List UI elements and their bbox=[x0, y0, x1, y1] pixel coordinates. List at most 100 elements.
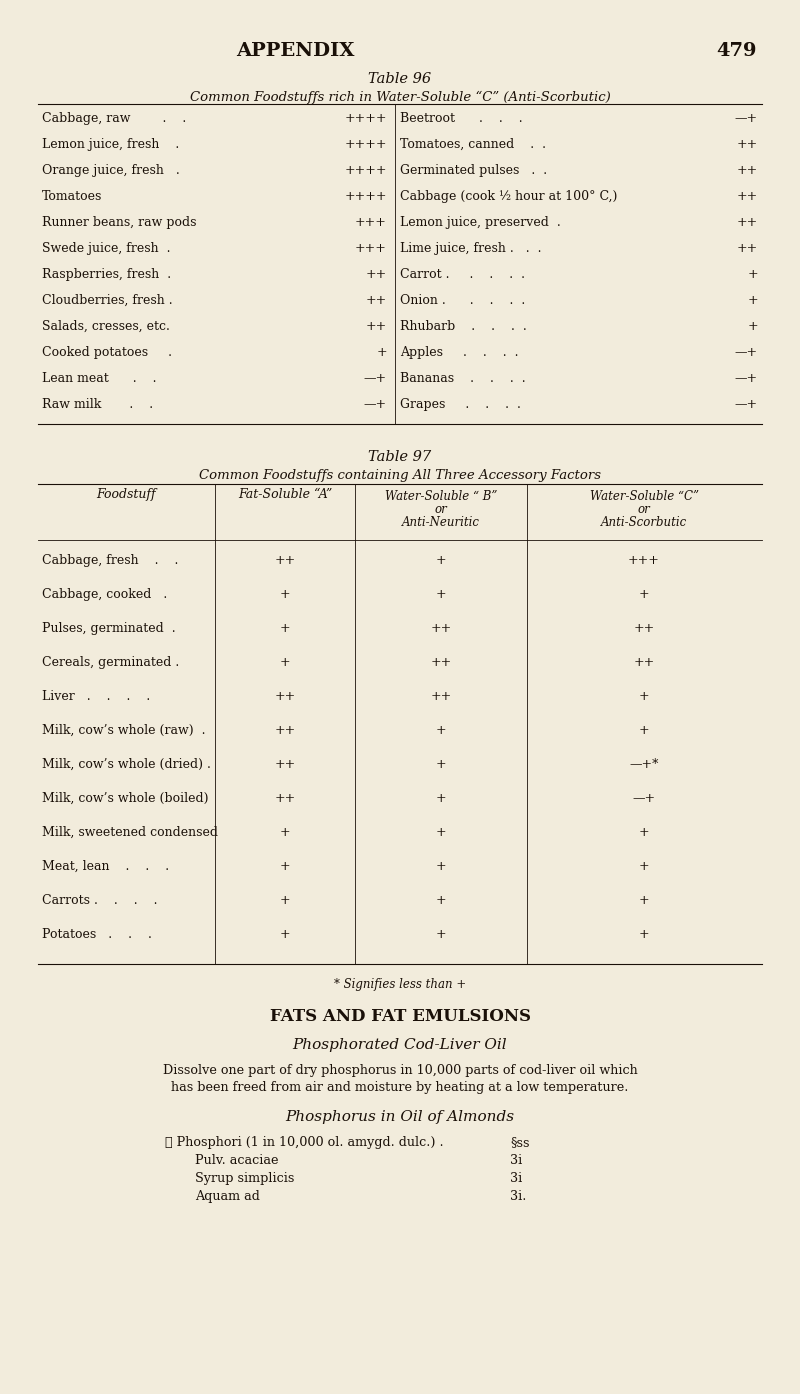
Text: ++: ++ bbox=[274, 758, 296, 771]
Text: Raw milk       .    .: Raw milk . . bbox=[42, 399, 153, 411]
Text: Apples     .    .    .  .: Apples . . . . bbox=[400, 346, 518, 360]
Text: Water-Soluble “C”: Water-Soluble “C” bbox=[590, 491, 698, 503]
Text: +++: +++ bbox=[355, 243, 387, 255]
Text: Onion .      .    .    .  .: Onion . . . . . bbox=[400, 294, 526, 307]
Text: Anti-Scorbutic: Anti-Scorbutic bbox=[601, 516, 687, 528]
Text: Pulses, germinated  .: Pulses, germinated . bbox=[42, 622, 176, 636]
Text: Aquam ad: Aquam ad bbox=[195, 1190, 260, 1203]
Text: Swede juice, fresh  .: Swede juice, fresh . bbox=[42, 243, 170, 255]
Text: Beetroot      .    .    .: Beetroot . . . bbox=[400, 112, 522, 125]
Text: Lemon juice, fresh    .: Lemon juice, fresh . bbox=[42, 138, 179, 151]
Text: +++: +++ bbox=[355, 216, 387, 229]
Text: +: + bbox=[436, 758, 446, 771]
Text: Foodstuff: Foodstuff bbox=[96, 488, 156, 500]
Text: Common Foodstuffs containing All Three Accessory Factors: Common Foodstuffs containing All Three A… bbox=[199, 468, 601, 482]
Text: +: + bbox=[436, 723, 446, 737]
Text: +: + bbox=[638, 860, 650, 873]
Text: Pulv. acaciae: Pulv. acaciae bbox=[195, 1154, 278, 1167]
Text: ++++: ++++ bbox=[345, 164, 387, 177]
Text: Raspberries, fresh  .: Raspberries, fresh . bbox=[42, 268, 171, 282]
Text: APPENDIX: APPENDIX bbox=[236, 42, 354, 60]
Text: ++: ++ bbox=[634, 622, 654, 636]
Text: +: + bbox=[436, 827, 446, 839]
Text: Meat, lean    .    .    .: Meat, lean . . . bbox=[42, 860, 169, 873]
Text: +: + bbox=[747, 268, 758, 282]
Text: —+: —+ bbox=[633, 792, 655, 804]
Text: +: + bbox=[280, 657, 290, 669]
Text: —+: —+ bbox=[735, 112, 758, 125]
Text: Tomatoes, canned    .  .: Tomatoes, canned . . bbox=[400, 138, 546, 151]
Text: +: + bbox=[436, 860, 446, 873]
Text: +: + bbox=[376, 346, 387, 360]
Text: +: + bbox=[436, 588, 446, 601]
Text: ++: ++ bbox=[274, 690, 296, 703]
Text: +: + bbox=[747, 294, 758, 307]
Text: Cabbage, cooked   .: Cabbage, cooked . bbox=[42, 588, 167, 601]
Text: —+: —+ bbox=[364, 399, 387, 411]
Text: ++: ++ bbox=[430, 657, 452, 669]
Text: Bananas    .    .    .  .: Bananas . . . . bbox=[400, 372, 526, 385]
Text: Cabbage, fresh    .    .: Cabbage, fresh . . bbox=[42, 553, 178, 567]
Text: ++: ++ bbox=[366, 321, 387, 333]
Text: +: + bbox=[436, 928, 446, 941]
Text: has been freed from air and moisture by heating at a low temperature.: has been freed from air and moisture by … bbox=[171, 1080, 629, 1094]
Text: +: + bbox=[436, 894, 446, 907]
Text: ++: ++ bbox=[366, 268, 387, 282]
Text: ++: ++ bbox=[274, 723, 296, 737]
Text: +: + bbox=[638, 723, 650, 737]
Text: Carrots .    .    .    .: Carrots . . . . bbox=[42, 894, 158, 907]
Text: +: + bbox=[280, 588, 290, 601]
Text: ++++: ++++ bbox=[345, 190, 387, 204]
Text: 479: 479 bbox=[717, 42, 757, 60]
Text: Syrup simplicis: Syrup simplicis bbox=[195, 1172, 294, 1185]
Text: Grapes     .    .    .  .: Grapes . . . . bbox=[400, 399, 521, 411]
Text: ++: ++ bbox=[737, 138, 758, 151]
Text: Liver   .    .    .    .: Liver . . . . bbox=[42, 690, 150, 703]
Text: —+: —+ bbox=[735, 346, 758, 360]
Text: Phosphorated Cod-Liver Oil: Phosphorated Cod-Liver Oil bbox=[293, 1039, 507, 1052]
Text: Anti-Neuritic: Anti-Neuritic bbox=[402, 516, 480, 528]
Text: FATS AND FAT EMULSIONS: FATS AND FAT EMULSIONS bbox=[270, 1008, 530, 1025]
Text: +: + bbox=[280, 827, 290, 839]
Text: Milk, cow’s whole (raw)  .: Milk, cow’s whole (raw) . bbox=[42, 723, 206, 737]
Text: Water-Soluble “ B”: Water-Soluble “ B” bbox=[385, 491, 497, 503]
Text: Potatoes   .    .    .: Potatoes . . . bbox=[42, 928, 152, 941]
Text: Milk, cow’s whole (dried) .: Milk, cow’s whole (dried) . bbox=[42, 758, 211, 771]
Text: ++: ++ bbox=[430, 622, 452, 636]
Text: Cabbage, raw        .    .: Cabbage, raw . . bbox=[42, 112, 186, 125]
Text: Rhubarb    .    .    .  .: Rhubarb . . . . bbox=[400, 321, 526, 333]
Text: ℞ Phosphori (1 in 10,000 ol. amygd. dulc.) .: ℞ Phosphori (1 in 10,000 ol. amygd. dulc… bbox=[165, 1136, 444, 1149]
Text: or: or bbox=[434, 503, 447, 516]
Text: 3i.: 3i. bbox=[510, 1190, 526, 1203]
Text: —+*: —+* bbox=[630, 758, 658, 771]
Text: ++: ++ bbox=[737, 164, 758, 177]
Text: Salads, cresses, etc.: Salads, cresses, etc. bbox=[42, 321, 170, 333]
Text: Dissolve one part of dry phosphorus in 10,000 parts of cod-liver oil which: Dissolve one part of dry phosphorus in 1… bbox=[162, 1064, 638, 1078]
Text: Milk, cow’s whole (boiled): Milk, cow’s whole (boiled) bbox=[42, 792, 209, 804]
Text: ++: ++ bbox=[634, 657, 654, 669]
Text: Carrot .     .    .    .  .: Carrot . . . . . bbox=[400, 268, 525, 282]
Text: §ss: §ss bbox=[510, 1136, 530, 1149]
Text: Cereals, germinated .: Cereals, germinated . bbox=[42, 657, 179, 669]
Text: +: + bbox=[638, 894, 650, 907]
Text: ++: ++ bbox=[366, 294, 387, 307]
Text: ++: ++ bbox=[737, 243, 758, 255]
Text: +: + bbox=[436, 553, 446, 567]
Text: Milk, sweetened condensed: Milk, sweetened condensed bbox=[42, 827, 218, 839]
Text: +: + bbox=[638, 827, 650, 839]
Text: Cooked potatoes     .: Cooked potatoes . bbox=[42, 346, 172, 360]
Text: ++: ++ bbox=[737, 216, 758, 229]
Text: —+: —+ bbox=[735, 372, 758, 385]
Text: ++: ++ bbox=[274, 553, 296, 567]
Text: Cloudberries, fresh .: Cloudberries, fresh . bbox=[42, 294, 173, 307]
Text: Table 96: Table 96 bbox=[369, 72, 431, 86]
Text: —+: —+ bbox=[364, 372, 387, 385]
Text: +: + bbox=[436, 792, 446, 804]
Text: Orange juice, fresh   .: Orange juice, fresh . bbox=[42, 164, 180, 177]
Text: 3i: 3i bbox=[510, 1154, 522, 1167]
Text: +: + bbox=[280, 860, 290, 873]
Text: —+: —+ bbox=[735, 399, 758, 411]
Text: or: or bbox=[638, 503, 650, 516]
Text: Common Foodstuffs rich in Water-Soluble “C” (Anti-Scorbutic): Common Foodstuffs rich in Water-Soluble … bbox=[190, 91, 610, 105]
Text: +++: +++ bbox=[628, 553, 660, 567]
